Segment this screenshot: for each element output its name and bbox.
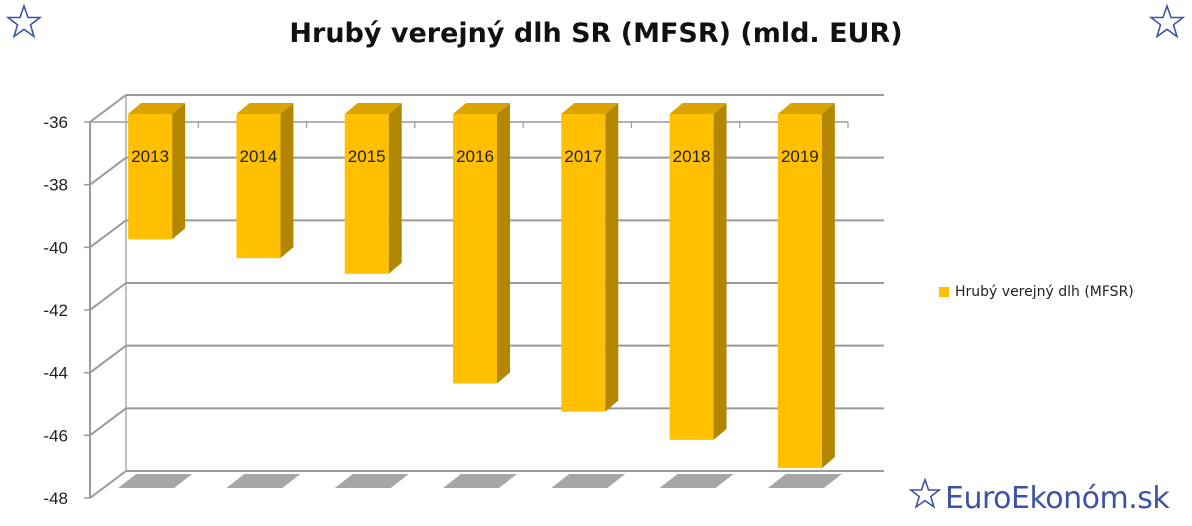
bar-top [128, 103, 186, 114]
bar [236, 114, 281, 259]
legend-swatch [939, 287, 949, 297]
bar-top [561, 103, 619, 114]
brand-text: EuroEkonóm.sk [945, 480, 1170, 516]
bar-floor-shadow [334, 474, 409, 488]
bar-side [388, 103, 402, 274]
gridline-diagonal [89, 282, 127, 311]
x-tick-label: 2019 [781, 147, 819, 166]
bar-side [605, 103, 619, 412]
star-icon [1148, 3, 1186, 44]
bar-side [172, 103, 186, 240]
legend: Hrubý verejný dlh (MFSR) [939, 284, 1134, 300]
bar [453, 114, 497, 384]
bar [344, 114, 389, 274]
brand-logo: EuroEkonóm.sk [908, 477, 1170, 518]
bar-floor-shadow [226, 474, 301, 488]
gridline-diagonal [89, 219, 127, 249]
x-tick-label: 2017 [564, 147, 602, 166]
floor-shadows [118, 474, 842, 488]
y-tick-label: -36 [43, 113, 68, 132]
bar-top [777, 103, 835, 114]
bar-side [713, 103, 727, 440]
bar-side [280, 103, 294, 259]
x-tick-label: 2016 [456, 147, 494, 166]
star-icon [908, 477, 945, 518]
bar-floor-shadow [767, 474, 842, 488]
bar-top [344, 103, 402, 114]
x-axis-labels: 2013 2014 2015 2016 2017 2018 2019 [131, 147, 819, 166]
bar-floor-shadow [443, 474, 517, 488]
bar-side [821, 103, 835, 469]
x-tick-label: 2014 [240, 147, 278, 166]
y-tick-label: -46 [43, 426, 68, 445]
chart-title: Hrubý verejný dlh SR (MFSR) (mld. EUR) [289, 18, 903, 49]
bar [561, 114, 606, 412]
star-icon [5, 3, 43, 44]
x-tick-label: 2015 [348, 147, 386, 166]
gridline-diagonal [89, 407, 127, 437]
y-tick-label: -44 [43, 364, 68, 383]
bar-top [236, 103, 294, 114]
x-tick-label: 2018 [673, 147, 711, 166]
bar-top [453, 103, 510, 114]
bar-side [497, 103, 510, 384]
gridline-diagonal [89, 94, 127, 123]
bars [128, 103, 835, 469]
bar-top [669, 103, 727, 114]
bar-floor-shadow [659, 474, 734, 488]
y-tick-label: -48 [43, 489, 68, 508]
y-axis-ticks: -36 -38 -40 -42 -44 -46 -48 [43, 113, 68, 508]
gridline-diagonal [89, 156, 127, 186]
legend-label: Hrubý verejný dlh (MFSR) [955, 284, 1134, 300]
bar [128, 114, 173, 240]
y-tick-label: -42 [43, 301, 68, 320]
gridline-diagonal [89, 344, 127, 374]
gridline-diagonal [89, 470, 127, 499]
bar [777, 114, 822, 469]
y-tick-label: -38 [43, 176, 68, 195]
bar [669, 114, 714, 440]
bar-floor-shadow [551, 474, 626, 488]
y-tick-label: -40 [43, 238, 68, 257]
bar-floor-shadow [118, 474, 193, 488]
x-tick-label: 2013 [131, 147, 169, 166]
